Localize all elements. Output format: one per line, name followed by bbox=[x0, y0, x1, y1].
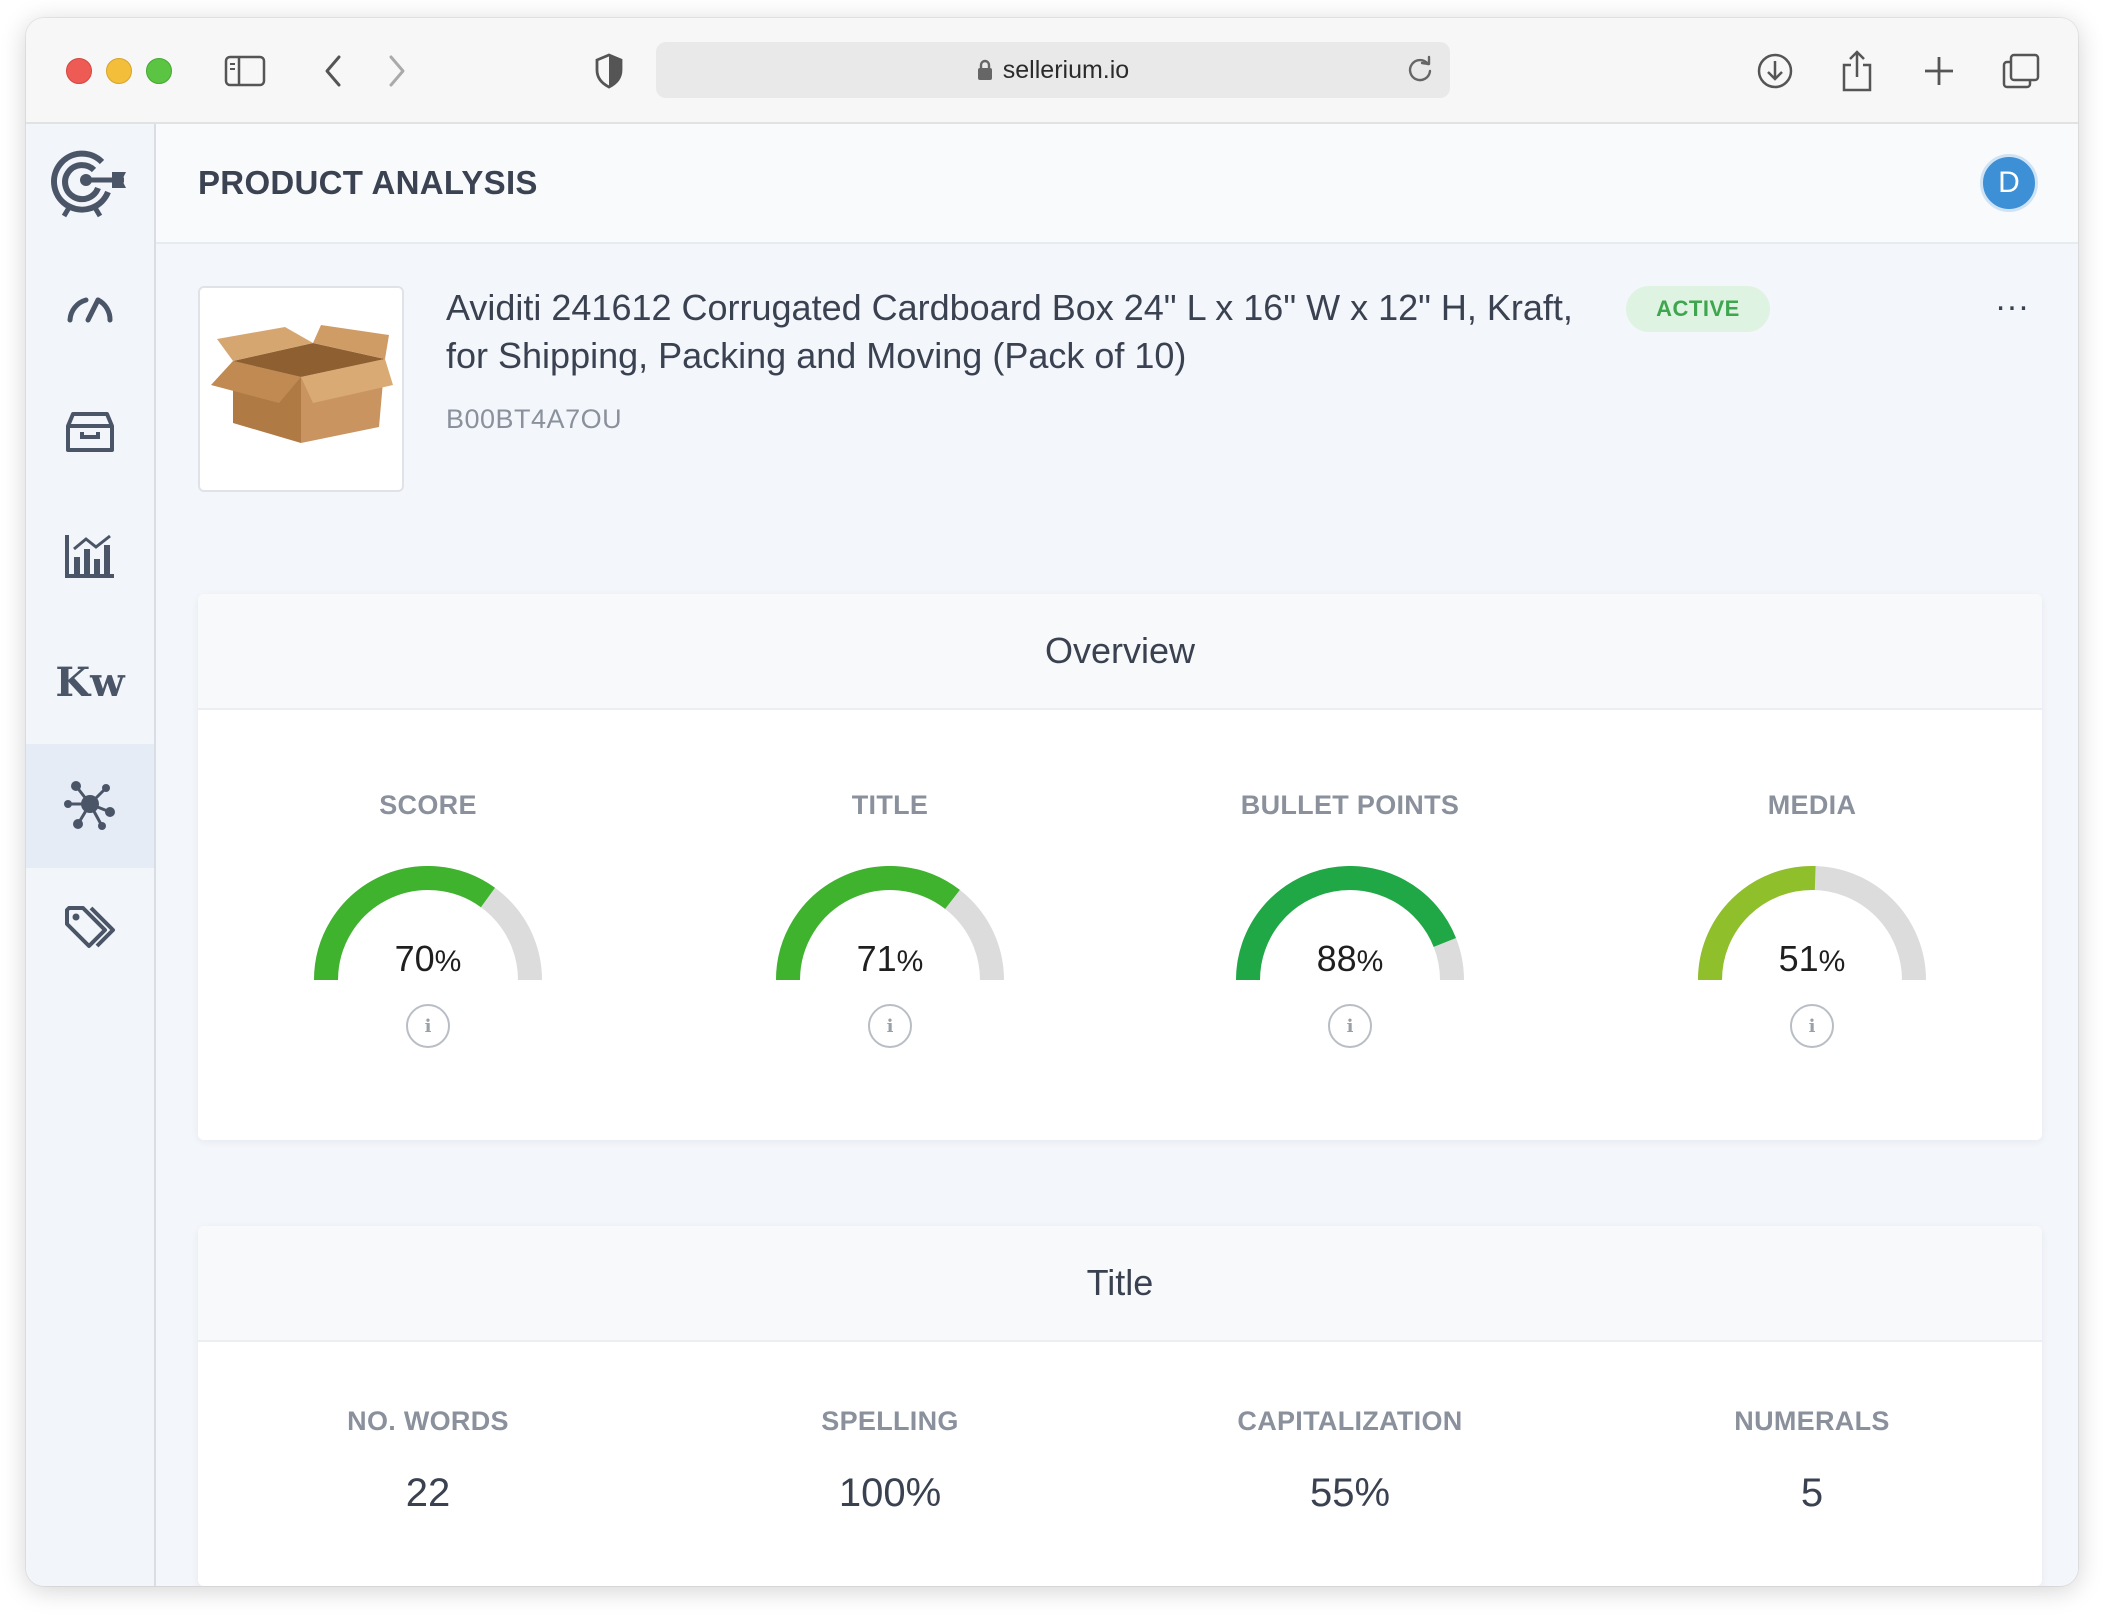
zoom-window-button[interactable] bbox=[146, 58, 172, 84]
stat-value: 55% bbox=[1309, 1471, 1391, 1515]
app-header: PRODUCT ANALYSIS D bbox=[156, 124, 2078, 244]
overview-card: Overview SCORE 70% i TITLE 71% i BULLET … bbox=[198, 594, 2042, 1140]
stat-label: SPELLING bbox=[821, 1406, 959, 1436]
bar-chart-icon bbox=[64, 533, 116, 584]
stat-no-words: NO. WORDS 22 bbox=[198, 1406, 658, 1516]
keyword-icon-text: Kw bbox=[55, 658, 125, 706]
title-heading: Title bbox=[198, 1226, 2042, 1342]
avatar[interactable]: D bbox=[1980, 154, 2038, 212]
gauge-fill bbox=[314, 866, 495, 981]
metric-label: SCORE bbox=[379, 790, 477, 820]
gauge-value: 70% bbox=[313, 938, 543, 980]
metric-label: BULLET POINTS bbox=[1240, 790, 1460, 820]
download-icon[interactable] bbox=[1752, 48, 1798, 94]
gauge: 70% bbox=[313, 866, 543, 986]
page-title: PRODUCT ANALYSIS bbox=[198, 164, 538, 201]
gauge-number: 70 bbox=[394, 938, 435, 979]
app-logo[interactable] bbox=[26, 124, 154, 248]
product-image[interactable] bbox=[198, 286, 404, 492]
info-icon[interactable]: i bbox=[1790, 1004, 1834, 1048]
gauge: 51% bbox=[1697, 866, 1927, 986]
forward-arrow-icon[interactable] bbox=[374, 48, 420, 94]
target-logo-icon bbox=[50, 148, 130, 225]
gauge-value: 51% bbox=[1697, 938, 1927, 980]
sidebar-item-keywords[interactable]: Kw bbox=[26, 620, 154, 744]
gauge-arc bbox=[1236, 866, 1464, 981]
browser-window: sellerium.io bbox=[26, 18, 2078, 1586]
sidebar-item-tags[interactable] bbox=[26, 868, 154, 992]
stat-capitalization: CAPITALIZATION 55% bbox=[1120, 1406, 1580, 1516]
gauge: 88% bbox=[1235, 866, 1465, 986]
stat-spelling: SPELLING 100% bbox=[660, 1406, 1120, 1516]
metric-title: TITLE 71% i bbox=[660, 790, 1120, 1048]
network-icon bbox=[62, 776, 118, 837]
shield-icon[interactable] bbox=[586, 48, 632, 94]
tags-icon bbox=[63, 904, 117, 957]
title-card: Title NO. WORDS 22 SPELLING 100% CAPITAL… bbox=[198, 1226, 2042, 1586]
close-window-button[interactable] bbox=[66, 58, 92, 84]
gauge-number: 51 bbox=[1778, 938, 1819, 979]
metric-label: TITLE bbox=[851, 790, 929, 820]
stat-label: CAPITALIZATION bbox=[1237, 1406, 1463, 1436]
back-arrow-icon[interactable] bbox=[310, 48, 356, 94]
gauge-fill bbox=[776, 866, 960, 981]
metric-media: MEDIA 51% i bbox=[1582, 790, 2042, 1048]
info-icon[interactable]: i bbox=[406, 1004, 450, 1048]
keyword-icon: Kw bbox=[55, 659, 124, 706]
stat-label: NUMERALS bbox=[1734, 1406, 1890, 1436]
share-icon[interactable] bbox=[1834, 48, 1880, 94]
info-icon[interactable]: i bbox=[868, 1004, 912, 1048]
metric-label: MEDIA bbox=[1767, 790, 1857, 820]
product-title: Aviditi 241612 Corrugated Cardboard Box … bbox=[446, 287, 1573, 376]
gauge-unit: % bbox=[1356, 945, 1384, 978]
main-content: Aviditi 241612 Corrugated Cardboard Box … bbox=[156, 244, 2078, 1586]
address-bar[interactable]: sellerium.io bbox=[656, 42, 1450, 98]
gauge-arc bbox=[314, 866, 542, 981]
stat-numerals: NUMERALS 5 bbox=[1582, 1406, 2042, 1516]
lock-icon bbox=[977, 59, 993, 81]
gauge-fill bbox=[1698, 866, 1816, 981]
gauge-arc bbox=[776, 866, 1004, 981]
stat-label: NO. WORDS bbox=[347, 1406, 509, 1436]
tab-overview-icon[interactable] bbox=[1998, 48, 2044, 94]
url-text: sellerium.io bbox=[1002, 55, 1130, 84]
sidebar-toggle-icon[interactable] bbox=[222, 48, 268, 94]
stat-value: 22 bbox=[405, 1471, 451, 1515]
gauge-value: 71% bbox=[775, 938, 1005, 980]
gauge-unit: % bbox=[896, 945, 924, 978]
gauge: 71% bbox=[775, 866, 1005, 986]
sidebar: Kw bbox=[26, 124, 156, 1586]
gauge-number: 71 bbox=[856, 938, 897, 979]
overview-heading: Overview bbox=[198, 594, 2042, 710]
archive-box-icon bbox=[65, 410, 115, 459]
stat-value: 5 bbox=[1800, 1471, 1824, 1515]
status-badge: ACTIVE bbox=[1626, 286, 1770, 332]
gauge-value: 88% bbox=[1235, 938, 1465, 980]
sidebar-item-inventory[interactable] bbox=[26, 372, 154, 496]
sidebar-item-analytics[interactable] bbox=[26, 496, 154, 620]
gauge-number: 88 bbox=[1316, 938, 1357, 979]
browser-toolbar: sellerium.io bbox=[26, 18, 2078, 124]
new-tab-icon[interactable] bbox=[1916, 48, 1962, 94]
reload-icon[interactable] bbox=[1406, 54, 1434, 84]
sidebar-item-dashboard[interactable] bbox=[26, 248, 154, 372]
minimize-window-button[interactable] bbox=[106, 58, 132, 84]
gauge-fill bbox=[1236, 866, 1456, 981]
speedometer-icon bbox=[66, 292, 114, 329]
sidebar-item-product-analysis[interactable] bbox=[26, 744, 154, 868]
product-asin: B00BT4A7OU bbox=[446, 404, 623, 434]
metric-score: SCORE 70% i bbox=[198, 790, 658, 1048]
metric-bullet-points: BULLET POINTS 88% i bbox=[1120, 790, 1580, 1048]
info-icon[interactable]: i bbox=[1328, 1004, 1372, 1048]
cardboard-box-icon bbox=[211, 325, 393, 443]
more-options-button[interactable]: ... bbox=[1995, 279, 2031, 318]
stat-value: 100% bbox=[838, 1471, 942, 1515]
gauge-unit: % bbox=[1818, 945, 1846, 978]
gauge-unit: % bbox=[434, 945, 462, 978]
gauge-arc bbox=[1698, 866, 1926, 981]
